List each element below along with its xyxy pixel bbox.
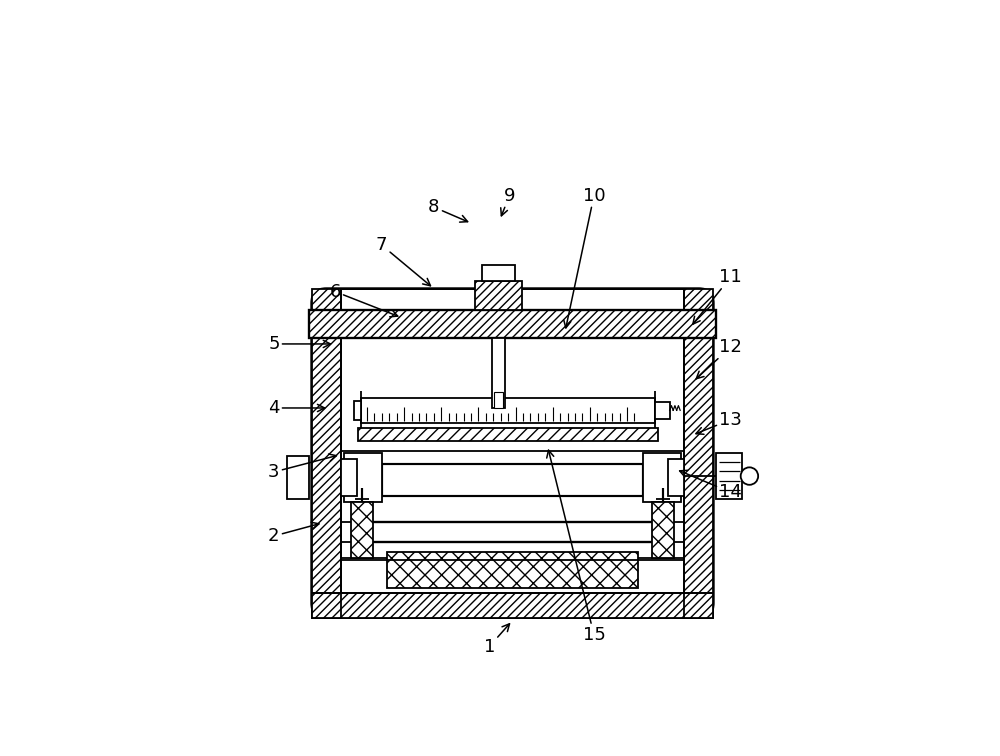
Text: 1: 1	[484, 624, 510, 655]
Bar	[482, 265, 515, 281]
Bar	[358, 429, 658, 442]
Text: 3: 3	[268, 454, 336, 481]
Text: 10: 10	[564, 187, 605, 328]
Bar	[716, 453, 742, 500]
Bar	[287, 456, 309, 500]
Text: 7: 7	[376, 236, 430, 286]
Bar	[312, 289, 341, 618]
Bar	[494, 392, 503, 408]
Text: 14: 14	[680, 470, 742, 501]
Text: 5: 5	[268, 335, 330, 353]
Text: 8: 8	[428, 198, 468, 222]
Circle shape	[741, 467, 758, 485]
Text: 13: 13	[696, 411, 742, 434]
Text: 4: 4	[268, 399, 325, 417]
Bar	[475, 281, 522, 310]
Bar	[351, 502, 373, 558]
Bar	[361, 398, 655, 423]
Bar	[344, 453, 382, 502]
Bar	[668, 459, 684, 497]
Bar	[652, 502, 674, 558]
Bar	[684, 289, 713, 618]
Bar	[309, 310, 716, 338]
FancyBboxPatch shape	[312, 289, 713, 618]
Text: 6: 6	[329, 283, 398, 317]
Bar	[312, 593, 713, 618]
Text: 15: 15	[547, 450, 605, 644]
Bar	[492, 338, 505, 408]
Bar	[341, 459, 357, 497]
Bar	[354, 401, 361, 420]
Bar	[382, 464, 643, 497]
Text: 12: 12	[696, 338, 742, 379]
Bar	[655, 401, 670, 419]
Bar	[643, 453, 681, 502]
Text: 11: 11	[693, 268, 742, 324]
Bar	[387, 552, 638, 588]
Text: 2: 2	[268, 522, 319, 545]
Text: 9: 9	[501, 187, 515, 215]
